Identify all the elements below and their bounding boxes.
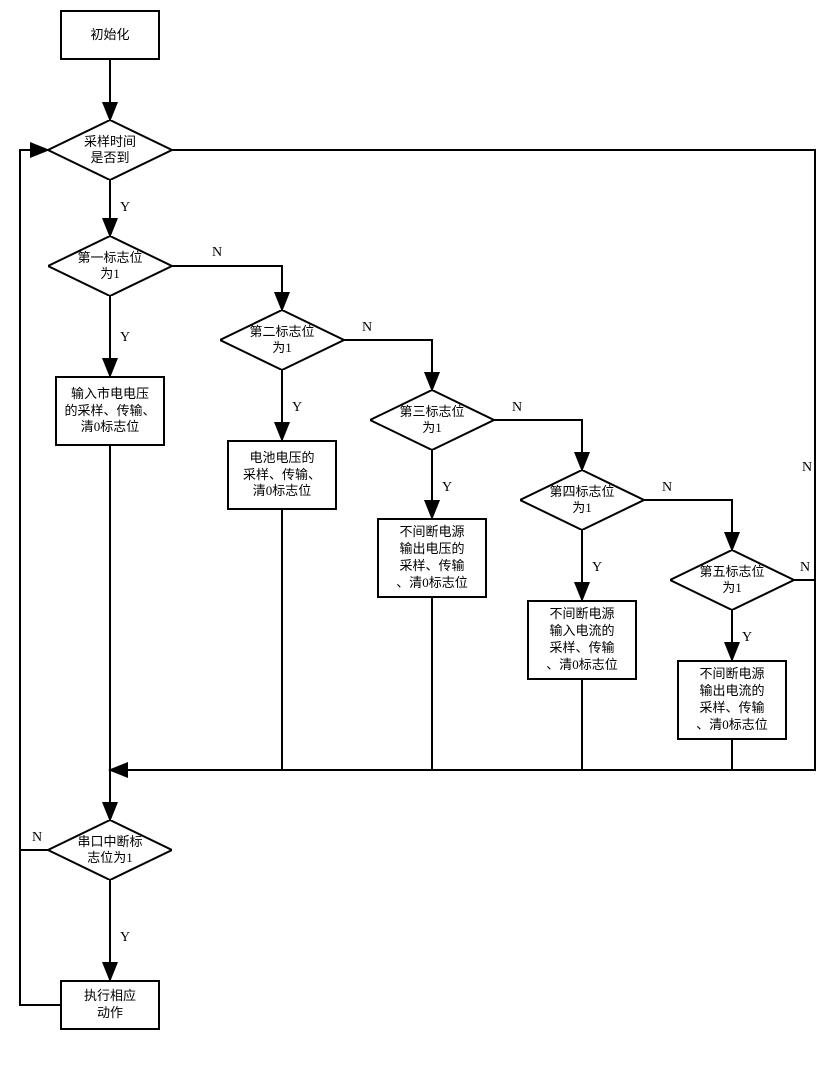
flowchart-edge xyxy=(110,510,282,770)
flowchart-edge xyxy=(110,740,732,770)
node-text: 电池电压的 采样、传输、 清0标志位 xyxy=(243,450,321,501)
edge-label: Y xyxy=(290,400,304,416)
flowchart-edge xyxy=(110,680,582,770)
flowchart-edge xyxy=(172,266,282,310)
flowchart-rect-p_exec: 执行相应 动作 xyxy=(60,980,160,1030)
edge-label: N xyxy=(360,320,374,336)
flowchart-diamond-d_time: 采样时间 是否到 xyxy=(48,120,172,180)
node-text: 第二标志位 为1 xyxy=(249,324,314,355)
flowchart-diamond-d_f4: 第四标志位 为1 xyxy=(520,470,644,530)
node-text: 执行相应 动作 xyxy=(84,988,136,1022)
edge-label: N xyxy=(800,460,814,476)
edge-label: Y xyxy=(118,930,132,946)
node-text: 第一标志位 为1 xyxy=(77,250,142,281)
edge-label: N xyxy=(660,480,674,496)
edge-label: N xyxy=(798,560,812,576)
edge-label: N xyxy=(210,245,224,261)
flowchart-diamond-d_uart: 串口中断标 志位为1 xyxy=(48,820,172,880)
flowchart-rect-p3: 不间断电源 输出电压的 采样、传输 、清0标志位 xyxy=(377,518,487,598)
flowchart-edge xyxy=(20,150,48,850)
node-text: 串口中断标 志位为1 xyxy=(77,834,142,865)
node-text: 不间断电源 输出电压的 采样、传输 、清0标志位 xyxy=(396,524,468,592)
flowchart-diamond-d_f1: 第一标志位 为1 xyxy=(48,236,172,296)
flowchart-rect-init: 初始化 xyxy=(60,10,160,60)
flowchart-edge xyxy=(494,420,582,470)
flowchart-edge xyxy=(644,500,732,550)
edge-label: Y xyxy=(590,560,604,576)
edge-label: Y xyxy=(118,330,132,346)
flowchart-diamond-d_f5: 第五标志位 为1 xyxy=(670,550,794,610)
flowchart-rect-p5: 不间断电源 输出电流的 采样、传输 、清0标志位 xyxy=(677,660,787,740)
flowchart-rect-p2: 电池电压的 采样、传输、 清0标志位 xyxy=(227,440,337,510)
flowchart-diamond-d_f2: 第二标志位 为1 xyxy=(220,310,344,370)
edge-label: Y xyxy=(740,630,754,646)
node-text: 第五标志位 为1 xyxy=(699,564,764,595)
node-text: 第三标志位 为1 xyxy=(399,404,464,435)
edge-label: N xyxy=(30,830,44,846)
node-text: 初始化 xyxy=(90,27,129,44)
node-text: 第四标志位 为1 xyxy=(549,484,614,515)
edge-label: N xyxy=(510,400,524,416)
flowchart-rect-p4: 不间断电源 输入电流的 采样、传输 、清0标志位 xyxy=(527,600,637,680)
edge-label: Y xyxy=(118,200,132,216)
flowchart-edge xyxy=(110,598,432,770)
node-text: 不间断电源 输出电流的 采样、传输 、清0标志位 xyxy=(696,666,768,734)
flowchart-diamond-d_f3: 第三标志位 为1 xyxy=(370,390,494,450)
node-text: 采样时间 是否到 xyxy=(84,134,136,165)
node-text: 输入市电电压 的采样、传输、 清0标志位 xyxy=(64,386,155,437)
node-text: 不间断电源 输入电流的 采样、传输 、清0标志位 xyxy=(546,606,618,674)
flowchart-rect-p1: 输入市电电压 的采样、传输、 清0标志位 xyxy=(55,376,165,446)
edge-label: Y xyxy=(440,480,454,496)
flowchart-edge xyxy=(344,340,432,390)
